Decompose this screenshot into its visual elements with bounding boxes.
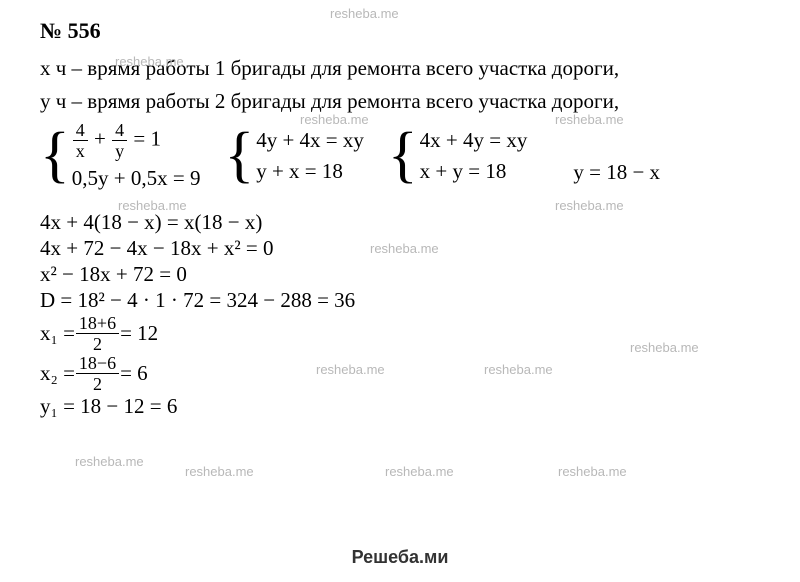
step-x2: x₂ = 18−62 = 6 bbox=[40, 354, 760, 393]
step-1: 4x + 4(18 − x) = x(18 − x) bbox=[40, 210, 760, 235]
system3-eq1: 4x + 4y = xy bbox=[420, 128, 528, 153]
system-3: { 4x + 4y = xy x + y = 18 bbox=[388, 128, 527, 184]
step-2: 4x + 72 − 4x − 18x + x² = 0 bbox=[40, 236, 760, 261]
footer-brand: Решеба.ми bbox=[0, 547, 800, 568]
step-4: D = 18² − 4 · 1 · 72 = 324 − 288 = 36 bbox=[40, 288, 760, 313]
watermark: resheba.me bbox=[75, 454, 144, 469]
system2-eq1: 4y + 4x = xy bbox=[256, 128, 364, 153]
step-x1: x₁ = 18+62 = 12 bbox=[40, 314, 760, 353]
definition-1: х ч – врямя работы 1 бригады для ремонта… bbox=[40, 52, 760, 85]
step-y1: y₁ = 18 − 12 = 6 bbox=[40, 394, 760, 419]
watermark: resheba.me bbox=[185, 464, 254, 479]
system1-eq2: 0,5y + 0,5x = 9 bbox=[72, 166, 201, 191]
step-3: x² − 18x + 72 = 0 bbox=[40, 262, 760, 287]
brace-icon: { bbox=[224, 134, 254, 177]
brace-icon: { bbox=[388, 134, 418, 177]
definition-2: у ч – врямя работы 2 бригады для ремонта… bbox=[40, 85, 760, 118]
system-1: { 4x + 4y = 1 0,5y + 0,5x = 9 bbox=[40, 121, 200, 191]
brace-icon: { bbox=[40, 134, 70, 177]
watermark: resheba.me bbox=[385, 464, 454, 479]
substitution: y = 18 − x bbox=[573, 160, 660, 185]
systems-row: { 4x + 4y = 1 0,5y + 0,5x = 9 { 4y + 4x … bbox=[40, 121, 760, 191]
problem-number: № 556 bbox=[40, 18, 760, 44]
system3-eq2: x + y = 18 bbox=[420, 159, 528, 184]
system2-eq2: y + x = 18 bbox=[256, 159, 364, 184]
system-2: { 4y + 4x = xy y + x = 18 bbox=[224, 128, 363, 184]
system1-eq1: 4x + 4y = 1 bbox=[72, 121, 201, 160]
page-content: № 556 х ч – врямя работы 1 бригады для р… bbox=[0, 0, 800, 419]
watermark: resheba.me bbox=[558, 464, 627, 479]
